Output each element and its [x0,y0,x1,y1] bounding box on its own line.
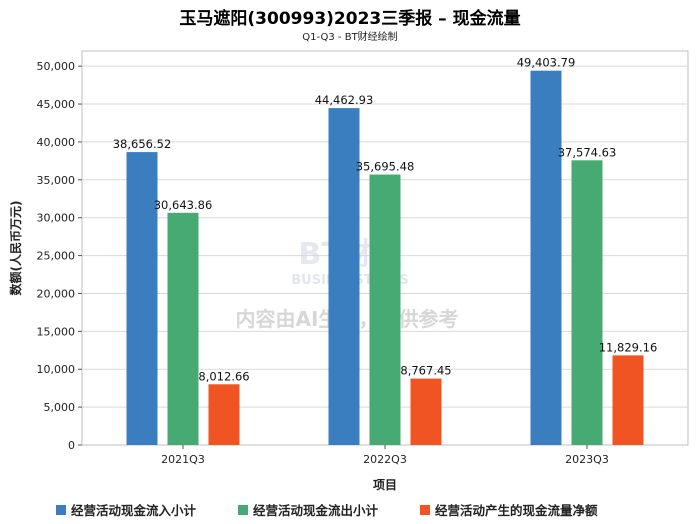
data-label-2022Q3-s1: 35,695.48 [356,160,415,174]
data-label-2021Q3-s0: 38,656.52 [113,137,172,151]
data-label-2022Q3-s2: 8,767.45 [400,364,451,378]
x-tick-label-0: 2021Q3 [161,453,205,466]
data-label-2023Q3-s0: 49,403.79 [517,56,576,70]
legend-swatch-2 [420,505,430,515]
y-tick-label-5: 25,000 [37,250,76,263]
y-tick-label-10: 50,000 [37,60,76,73]
x-tick-label-1: 2022Q3 [363,453,407,466]
y-axis-title: 数额(人民币万元) [8,201,23,296]
bar-2021Q3-s0 [126,152,158,445]
y-tick-label-9: 45,000 [37,98,76,111]
y-tick-label-6: 30,000 [37,212,76,225]
legend-label-1: 经营活动现金流出小计 [253,503,379,518]
bar-2021Q3-s1 [167,212,199,445]
data-label-2023Q3-s1: 37,574.63 [558,145,617,159]
bar-2022Q3-s0 [328,108,360,446]
data-label-2023Q3-s2: 11,829.16 [599,340,658,354]
bar-2022Q3-s1 [369,174,401,446]
x-axis-title: 项目 [373,478,397,492]
bar-2023Q3-s2 [612,355,644,445]
y-tick-label-0: 0 [68,439,75,452]
bar-2021Q3-s2 [208,384,240,445]
bar-2022Q3-s2 [410,378,442,445]
legend-swatch-0 [56,505,66,515]
chart-subtitle: Q1-Q3 - BT财经绘制 [302,32,398,43]
data-label-2022Q3-s0: 44,462.93 [315,93,374,107]
bar-2023Q3-s1 [571,160,603,445]
y-tick-label-7: 35,000 [37,174,76,187]
data-label-2021Q3-s1: 30,643.86 [154,198,213,212]
y-tick-label-2: 10,000 [37,363,76,376]
y-tick-label-3: 15,000 [37,325,76,338]
y-tick-label-1: 5,000 [44,401,76,414]
chart-title: 玉马遮阳(300993)2023三季报 – 现金流量 [179,9,521,29]
x-tick-label-2: 2023Q3 [565,453,609,466]
y-tick-label-8: 40,000 [37,136,76,149]
legend-label-0: 经营活动现金流入小计 [71,503,197,518]
legend-label-2: 经营活动产生的现金流量净额 [435,503,598,518]
data-label-2021Q3-s2: 8,012.66 [198,369,249,383]
bar-2023Q3-s0 [530,70,562,446]
legend-swatch-1 [238,505,248,515]
y-tick-label-4: 20,000 [37,287,76,300]
